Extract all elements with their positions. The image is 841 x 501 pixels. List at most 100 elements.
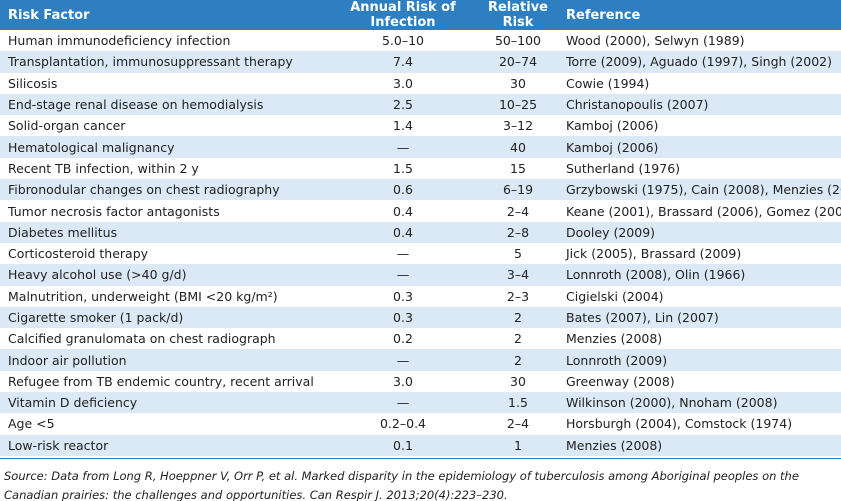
column-header: Risk Factor — [0, 0, 328, 30]
table-cell: 2–3 — [506, 288, 530, 304]
table-row: Transplantation, immunosuppressant thera… — [0, 51, 841, 73]
table-cell: 2 — [478, 306, 558, 329]
column-header: Annual Risk of Infection — [328, 0, 478, 30]
table-row: Human immunodeficiency infection 5.0–10 50… — [0, 30, 841, 51]
table-cell: 2–4 — [506, 203, 530, 219]
table-cell: 40 — [478, 136, 558, 158]
table-row: Tumor necrosis factor antagonists 0.4 2–4 K… — [0, 200, 841, 221]
table-cell: 0.6 — [328, 179, 478, 201]
table-cell: Greenway (2008) — [566, 373, 675, 389]
table-cell: End-stage renal disease on hemodialysis — [0, 93, 328, 116]
table-row: Solid-organ cancer 1.4 3–12 Kamboj (2006) — [0, 115, 841, 136]
table-cell: — — [396, 246, 410, 262]
table-row: Malnutrition, underweight (BMI <20 kg/m²… — [0, 286, 841, 307]
table-cell: Vitamin D deficiency — [0, 392, 328, 414]
table-cell: Low-risk reactor — [0, 434, 328, 456]
table-row: Age <5 0.2–0.4 2–4 Horsburgh (2004), Comsto… — [0, 413, 841, 434]
table-cell: Bates (2007), Lin (2007) — [558, 306, 841, 329]
table-cell: Lonnroth (2009) — [558, 349, 841, 371]
table-row: Low-risk reactor 0.1 1 Menzies (2008) — [0, 434, 841, 456]
table-row: Silicosis 3.0 30 Cowie (1994) — [0, 73, 841, 94]
table-cell: 2–4 — [506, 416, 530, 432]
table-cell: 0.3 — [328, 306, 478, 329]
table-cell: Malnutrition, underweight (BMI <20 kg/m²… — [8, 288, 278, 304]
table-cell: Kamboj (2006) — [566, 118, 659, 134]
table-cell: 2–8 — [478, 221, 558, 243]
table-cell: Keane (2001), Brassard (2006), Gomez (20… — [566, 203, 841, 219]
table-cell: 2 — [478, 349, 558, 371]
table-cell: Menzies (2008) — [558, 434, 841, 456]
table-cell: — — [328, 264, 478, 286]
table-row: Calcified granulomata on chest radiograp… — [0, 328, 841, 349]
table-cell: Kamboj (2006) — [558, 136, 841, 158]
table-cell: — — [328, 392, 478, 414]
table-cell: 3–4 — [478, 264, 558, 286]
table-cell: 0.2 — [393, 331, 413, 347]
table-cell: Corticosteroid therapy — [8, 246, 149, 262]
table-cell: Cigarette smoker (1 pack/d) — [0, 306, 328, 329]
column-header: Relative Risk — [478, 0, 558, 30]
table-cell: Sutherland (1976) — [566, 160, 681, 176]
table-cell: 1.5 — [393, 160, 413, 176]
rule — [0, 457, 841, 459]
table-cell: Christanopoulis (2007) — [558, 93, 841, 116]
table-cell: 1.5 — [478, 392, 558, 414]
table-cell: 1.4 — [393, 118, 413, 134]
table-cell: 0.4 — [393, 203, 413, 219]
table-cell: Age <5 — [8, 416, 55, 432]
table-cell: 10–25 — [478, 93, 558, 116]
table-cell: — — [328, 349, 478, 371]
table-cell: Lonnroth (2008), Olin (1966) — [558, 264, 841, 286]
table-row: Heavy alcohol use (>40 g/d) —3–4 Lonnroth … — [0, 264, 841, 286]
table-cell: Horsburgh (2004), Comstock (1974) — [566, 416, 793, 432]
table-cell: Refugee from TB endemic country, recent … — [8, 373, 314, 389]
table-body: Human immunodeficiency infection 5.0–10 50… — [0, 30, 841, 456]
header-row: Risk Factor Annual Risk of Infection Relat… — [0, 0, 841, 30]
table-cell: Indoor air pollution — [0, 349, 328, 371]
table-cell: Dooley (2009) — [558, 221, 841, 243]
table-row: Cigarette smoker (1 pack/d) 0.3 2 Bates (20… — [0, 306, 841, 329]
table-cell: Recent TB infection, within 2 y — [8, 160, 199, 176]
table-cell: 0.3 — [393, 288, 413, 304]
source-note: Source: Data from Long R, Hoeppner V, Or… — [4, 468, 799, 501]
table-cell: 0.4 — [328, 221, 478, 243]
table-cell: Diabetes mellitus — [0, 221, 328, 243]
table-cell: 2.5 — [328, 93, 478, 116]
table-row: Diabetes mellitus 0.4 2–8 Dooley (2009) — [0, 221, 841, 243]
table-row: Recent TB infection, within 2 y 1.5 15 Suth… — [0, 158, 841, 179]
table-cell: 0.1 — [328, 434, 478, 456]
table-cell: 5.0–10 — [381, 33, 425, 49]
table-row: Refugee from TB endemic country, recent … — [0, 371, 841, 392]
table-cell: Wilkinson (2000), Nnoham (2008) — [558, 392, 841, 414]
table-cell: 15 — [510, 160, 526, 176]
table-cell: Human immunodeficiency infection — [8, 33, 231, 49]
table-cell: 50–100 — [494, 33, 541, 49]
table-cell: Grzybowski (1975), Cain (2008), Menzies … — [558, 179, 841, 201]
table-cell: 30 — [510, 75, 526, 91]
table-cell: Solid-organ cancer — [8, 118, 126, 134]
table-cell: 2 — [514, 331, 522, 347]
column-header: Reference — [558, 0, 841, 30]
table-row: End-stage renal disease on hemodialysis 2… — [0, 93, 841, 116]
table-cell: 7.4 — [328, 51, 478, 73]
table-cell: 5 — [514, 246, 522, 262]
table-cell: Hematological malignancy — [0, 136, 328, 158]
table-cell: Silicosis — [8, 75, 58, 91]
table-cell: 6–19 — [478, 179, 558, 201]
table-row: Indoor air pollution —2 Lonnroth (2009) — [0, 349, 841, 371]
table-cell: — — [328, 136, 478, 158]
table-row: Fibronodular changes on chest radiograph… — [0, 179, 841, 201]
table-cell: Transplantation, immunosuppressant thera… — [0, 51, 328, 73]
table-cell: Menzies (2008) — [566, 331, 663, 347]
table-cell: Cigielski (2004) — [566, 288, 664, 304]
table-cell: 0.2–0.4 — [379, 416, 426, 432]
table-cell: Fibronodular changes on chest radiograph… — [0, 179, 328, 201]
table-cell: Heavy alcohol use (>40 g/d) — [0, 264, 328, 286]
table-row: Vitamin D deficiency —1.5 Wilkinson (2000)… — [0, 392, 841, 414]
table-cell: 30 — [510, 373, 526, 389]
table-cell: 1 — [478, 434, 558, 456]
table-cell: Tumor necrosis factor antagonists — [8, 203, 220, 219]
table-cell: Jick (2005), Brassard (2009) — [566, 246, 742, 262]
table-cell: 3.0 — [393, 373, 413, 389]
